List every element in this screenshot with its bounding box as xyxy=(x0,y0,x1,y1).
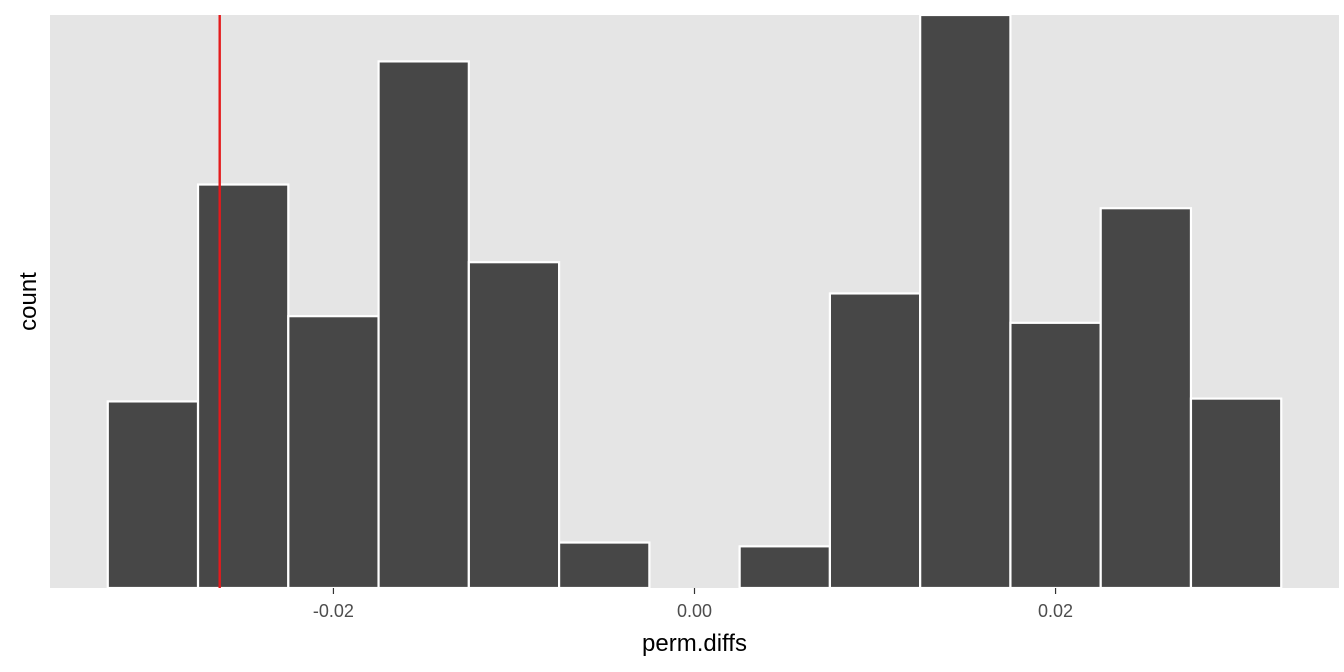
histogram-bar xyxy=(196,183,290,590)
x-axis-title: perm.diffs xyxy=(642,630,747,657)
histogram-bar xyxy=(828,292,922,590)
x-axis-ticks: -0.02 0.00 0.02 xyxy=(313,588,1073,621)
histogram-bar xyxy=(467,261,561,590)
histogram-bar xyxy=(1189,397,1283,590)
histogram-bar xyxy=(106,400,200,590)
x-tick-label: 0.00 xyxy=(677,601,712,621)
histogram-bar xyxy=(1009,321,1102,590)
histogram-bar xyxy=(558,541,651,590)
x-tick-label: 0.02 xyxy=(1038,601,1073,621)
histogram-bar xyxy=(1099,207,1193,590)
bars-group xyxy=(106,13,1283,590)
histogram-bar xyxy=(738,545,831,590)
histogram-bar xyxy=(919,13,1012,590)
y-axis-title: count xyxy=(15,272,42,331)
histogram-bar xyxy=(287,315,380,590)
histogram-bar xyxy=(377,60,470,590)
x-tick-label: -0.02 xyxy=(313,601,354,621)
